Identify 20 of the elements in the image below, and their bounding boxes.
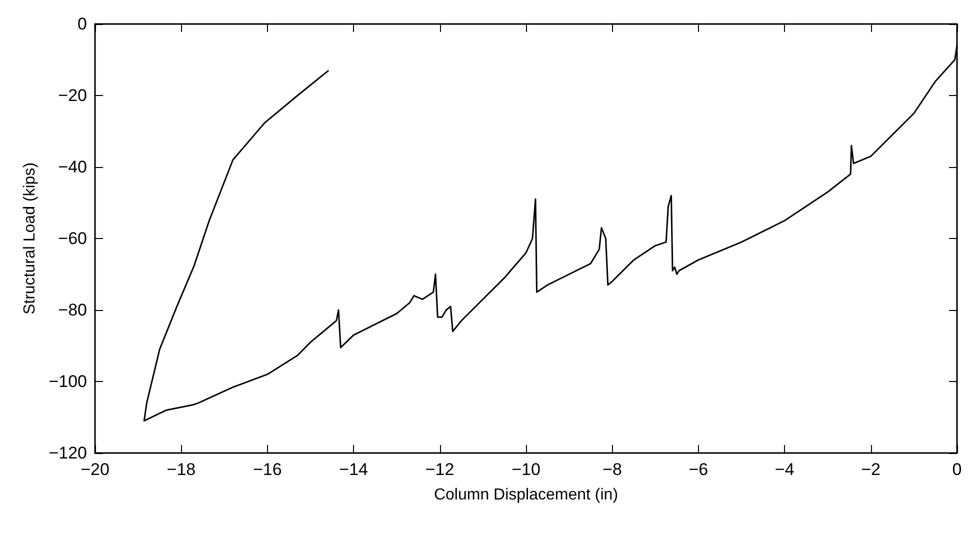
x-tick-label: −14 <box>339 460 368 479</box>
y-tick-label: −40 <box>58 158 87 176</box>
x-tick-label: −10 <box>512 460 540 479</box>
y-tick-label: −80 <box>58 300 87 320</box>
x-axis-title: Column Displacement (in) <box>434 486 618 504</box>
y-tick-label: −20 <box>58 86 87 105</box>
y-tick-label: 0 <box>78 14 87 34</box>
x-tick-label: −2 <box>861 460 880 479</box>
y-tick-label: −60 <box>58 229 87 248</box>
y-axis-title: Structural Load (kips) <box>21 162 38 315</box>
x-tick-label: −8 <box>602 460 622 479</box>
x-tick-label: −4 <box>774 460 794 479</box>
x-tick-label: −6 <box>688 460 708 479</box>
x-tick-label: 0 <box>952 460 962 479</box>
x-tick-label: −16 <box>252 460 282 479</box>
y-tick-label: −100 <box>48 372 87 391</box>
x-tick-label: −12 <box>425 460 454 479</box>
y-tick-label: −120 <box>48 444 87 462</box>
x-tick-label: −18 <box>166 460 196 479</box>
x-tick-label: −20 <box>80 460 110 479</box>
